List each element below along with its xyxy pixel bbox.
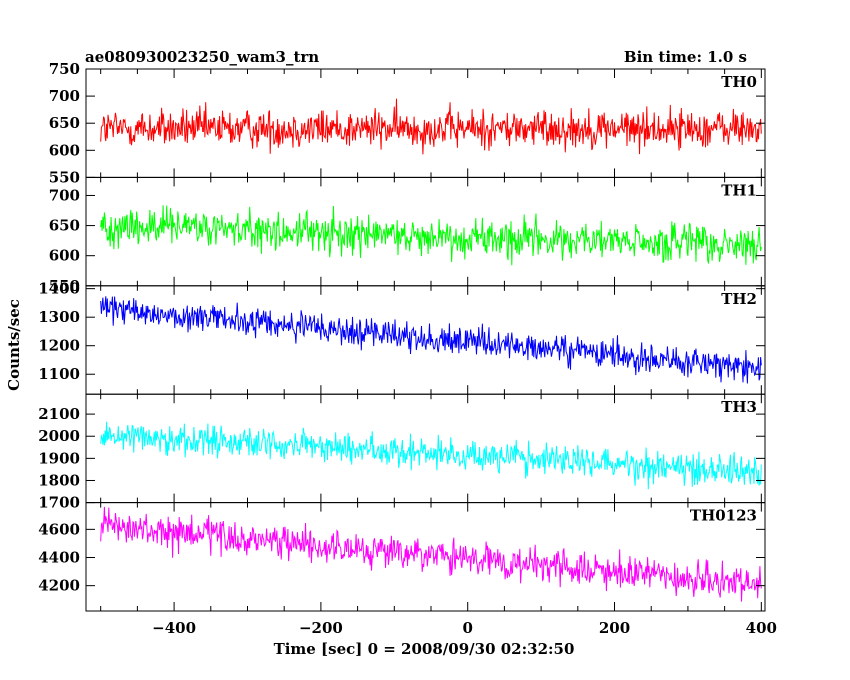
bin-time-label: Bin time: 1.0 s [624,48,747,66]
y-axis-title: Counts/sec [5,299,23,391]
y-tick-label: 4200 [38,577,80,595]
y-tick-label: 4600 [38,520,80,538]
x-tick-label: 400 [746,619,777,637]
series-line-th1 [100,205,762,266]
y-tick-label: 600 [49,247,80,265]
x-tick-label: −200 [299,619,343,637]
y-tick-label: 700 [49,186,80,204]
y-tick-label: 650 [49,217,80,235]
series-line-th2 [100,296,762,384]
y-tick-label: 1900 [38,449,80,467]
y-tick-label: 4400 [38,549,80,567]
y-tick-label: 1300 [38,308,80,326]
y-tick-label: 1400 [38,280,80,298]
y-tick-label: 1700 [38,494,80,512]
panel-label-th2: TH2 [721,290,757,308]
y-tick-label: 1100 [38,365,80,383]
panel-label-th3: TH3 [721,398,757,416]
x-axis-title: Time [sec] 0 = 2008/09/30 02:32:50 [274,640,575,658]
y-tick-label: 550 [49,168,80,186]
panel-frame-th0 [85,68,766,178]
y-tick-label: 700 [49,87,80,105]
y-tick-label: 1200 [38,337,80,355]
y-tick-label: 550 [49,277,80,295]
series-line-th3 [100,421,762,490]
x-tick-label: −400 [152,619,196,637]
panel-label-th1: TH1 [721,181,757,199]
y-tick-label: 1800 [38,471,80,489]
panel-label-th0: TH0 [721,73,757,91]
chart-title: ae080930023250_wam3_trn [85,48,319,66]
series-line-th0123 [100,506,762,602]
y-tick-label: 750 [49,60,80,78]
y-tick-label: 2100 [38,405,80,423]
x-tick-label: 0 [462,619,472,637]
y-tick-label: 650 [49,114,80,132]
panel-label-th0123: TH0123 [690,507,757,525]
y-tick-label: 2000 [38,427,80,445]
panels-group: 550 600 650 700 750 TH0 550 600 650 700 TH1 1100 120… [38,60,777,637]
x-tick-label: 200 [599,619,630,637]
panel-frame-th2 [85,285,766,395]
panel-frame-th0123 [85,502,766,612]
series-line-th0 [100,98,762,155]
panel-frame-th1 [85,176,766,287]
y-tick-label: 600 [49,141,80,159]
